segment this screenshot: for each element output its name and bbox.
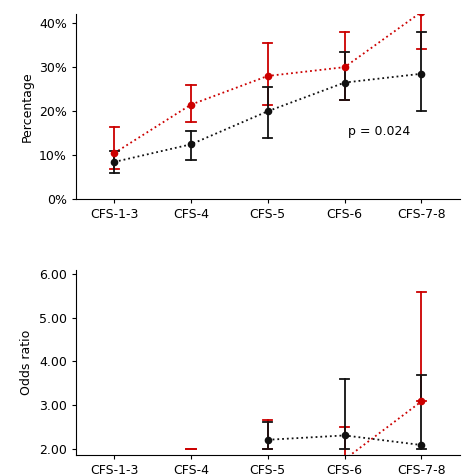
Y-axis label: Percentage: Percentage: [20, 72, 33, 142]
Y-axis label: Odds ratio: Odds ratio: [20, 330, 33, 395]
Text: p = 0.024: p = 0.024: [348, 126, 410, 138]
